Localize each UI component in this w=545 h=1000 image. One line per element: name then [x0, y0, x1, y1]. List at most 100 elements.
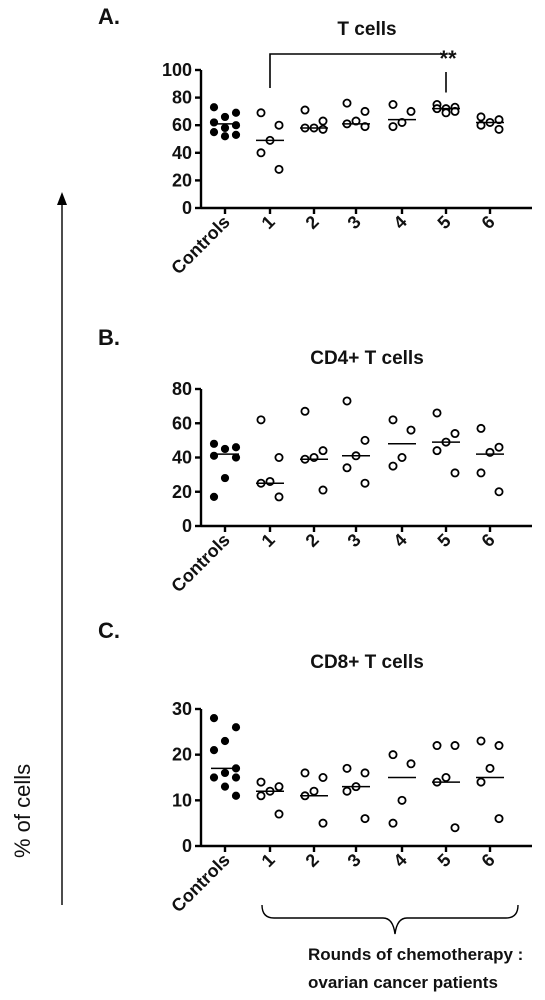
data-point: [494, 115, 504, 125]
data-point: [450, 741, 460, 751]
data-point: [318, 485, 328, 495]
y-tick-label: 0: [182, 516, 192, 536]
data-point: [209, 439, 219, 448]
data-point: [388, 415, 398, 425]
data-point: [300, 406, 310, 416]
footer-line-2: ovarian cancer patients: [308, 973, 498, 992]
data-point: [265, 476, 275, 486]
data-point: [231, 130, 241, 139]
x-tick-label: 4: [390, 530, 411, 551]
data-point: [274, 120, 284, 130]
x-tick-label: 4: [390, 212, 411, 233]
data-point: [231, 791, 241, 800]
y-tick-label: 20: [172, 482, 192, 502]
data-point: [397, 117, 407, 127]
data-point: [388, 122, 398, 132]
y-tick-label: 20: [172, 170, 192, 190]
data-point: [476, 112, 486, 122]
data-point: [397, 452, 407, 462]
data-point: [231, 121, 241, 130]
data-point: [231, 723, 241, 732]
x-tick-label: 2: [302, 850, 323, 871]
data-point: [220, 736, 230, 746]
data-point: [432, 446, 442, 456]
panel-title: CD8+ T cells: [310, 652, 424, 673]
x-tick-label: 5: [434, 530, 455, 551]
x-tick-label: 5: [434, 212, 455, 233]
y-tick-label: 10: [172, 790, 192, 810]
data-point: [209, 128, 219, 137]
panel-title: T cells: [337, 19, 396, 40]
data-point: [406, 759, 416, 769]
data-point: [450, 429, 460, 439]
data-point: [274, 164, 284, 174]
data-point: [209, 492, 219, 501]
data-point: [274, 782, 284, 792]
data-point: [342, 98, 352, 108]
data-point: [209, 103, 219, 112]
data-point: [432, 408, 442, 418]
data-point: [209, 714, 219, 723]
data-point: [450, 106, 460, 116]
data-point: [256, 415, 266, 425]
x-tick-label: Controls: [167, 530, 233, 596]
x-tick-label: 6: [478, 850, 499, 871]
data-point: [231, 108, 241, 117]
x-tick-label: 5: [434, 850, 455, 871]
significance-label: **: [439, 46, 457, 71]
data-point: [220, 768, 230, 778]
data-point: [406, 425, 416, 435]
data-point: [388, 750, 398, 760]
y-tick-label: 40: [172, 143, 192, 163]
global-y-label: % of cells: [10, 764, 35, 858]
data-point: [342, 396, 352, 406]
y-tick-label: 100: [162, 60, 192, 80]
data-point: [360, 814, 370, 824]
rounds-brace: [261, 904, 519, 935]
x-tick-label: Controls: [167, 850, 233, 916]
data-point: [318, 116, 328, 126]
x-tick-label: 3: [344, 850, 365, 871]
data-point: [494, 442, 504, 452]
y-tick-label: 0: [182, 836, 192, 856]
y-tick-label: 0: [182, 198, 192, 218]
y-tick-label: 30: [172, 699, 192, 719]
data-point: [494, 487, 504, 497]
data-point: [342, 786, 352, 796]
data-point: [441, 108, 451, 118]
y-tick-label: 60: [172, 413, 192, 433]
data-point: [494, 814, 504, 824]
data-point: [220, 112, 230, 122]
data-point: [388, 461, 398, 471]
data-point: [220, 782, 230, 791]
data-point: [274, 809, 284, 819]
data-point: [209, 746, 219, 755]
panel-letter: C.: [98, 618, 120, 643]
data-point: [256, 791, 266, 801]
data-point: [342, 463, 352, 473]
data-point: [220, 123, 230, 133]
data-point: [318, 446, 328, 456]
x-tick-label: 1: [258, 850, 279, 871]
y-tick-label: 40: [172, 448, 192, 468]
data-point: [351, 116, 361, 126]
data-point: [360, 435, 370, 445]
data-point: [450, 823, 460, 833]
data-point: [476, 777, 486, 787]
x-tick-label: 2: [302, 530, 323, 551]
significance-bracket: [269, 53, 444, 88]
y-tick-label: 80: [172, 379, 192, 399]
x-tick-label: 2: [302, 212, 323, 233]
data-point: [220, 444, 230, 454]
x-tick-label: 1: [258, 212, 279, 233]
data-point: [220, 132, 230, 141]
data-point: [318, 818, 328, 828]
data-point: [485, 447, 495, 457]
data-point: [360, 122, 370, 132]
data-point: [360, 478, 370, 488]
data-point: [231, 443, 241, 452]
data-point: [406, 106, 416, 116]
